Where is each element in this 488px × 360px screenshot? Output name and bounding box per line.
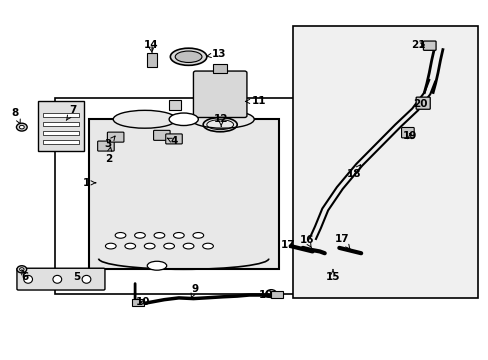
FancyBboxPatch shape bbox=[292, 26, 477, 298]
FancyBboxPatch shape bbox=[193, 71, 246, 117]
Text: 19: 19 bbox=[402, 131, 416, 141]
Bar bbox=[271, 292, 283, 298]
Bar bbox=[147, 53, 157, 67]
Ellipse shape bbox=[82, 275, 91, 283]
FancyBboxPatch shape bbox=[415, 97, 429, 109]
Ellipse shape bbox=[17, 266, 27, 273]
Text: 20: 20 bbox=[412, 99, 427, 109]
PathPatch shape bbox=[89, 119, 278, 269]
Text: 17: 17 bbox=[334, 234, 349, 249]
Bar bbox=[42, 131, 79, 135]
Text: 8: 8 bbox=[11, 108, 20, 124]
Bar bbox=[42, 122, 79, 126]
Ellipse shape bbox=[163, 243, 174, 249]
Text: 2: 2 bbox=[104, 147, 112, 163]
Ellipse shape bbox=[144, 243, 155, 249]
Text: 17: 17 bbox=[281, 240, 295, 250]
FancyBboxPatch shape bbox=[55, 98, 297, 294]
Text: 14: 14 bbox=[143, 40, 158, 53]
FancyBboxPatch shape bbox=[107, 132, 123, 142]
FancyBboxPatch shape bbox=[165, 134, 182, 144]
FancyBboxPatch shape bbox=[423, 41, 435, 50]
FancyBboxPatch shape bbox=[98, 141, 114, 151]
Ellipse shape bbox=[191, 111, 254, 128]
Text: 11: 11 bbox=[245, 96, 266, 107]
Text: 18: 18 bbox=[346, 165, 361, 179]
Ellipse shape bbox=[115, 233, 125, 238]
Bar bbox=[42, 113, 79, 117]
Text: 3: 3 bbox=[104, 136, 115, 149]
Ellipse shape bbox=[105, 243, 116, 249]
Ellipse shape bbox=[175, 51, 202, 63]
FancyBboxPatch shape bbox=[401, 127, 413, 138]
Text: 10: 10 bbox=[136, 297, 150, 307]
Ellipse shape bbox=[17, 123, 27, 131]
Ellipse shape bbox=[20, 268, 24, 271]
Text: 5: 5 bbox=[73, 272, 80, 282]
Ellipse shape bbox=[173, 233, 184, 238]
FancyBboxPatch shape bbox=[17, 268, 105, 290]
Ellipse shape bbox=[134, 233, 145, 238]
Text: 16: 16 bbox=[299, 235, 313, 248]
Text: 7: 7 bbox=[66, 105, 77, 120]
Ellipse shape bbox=[154, 233, 164, 238]
Ellipse shape bbox=[183, 243, 194, 249]
Ellipse shape bbox=[169, 113, 198, 126]
Ellipse shape bbox=[53, 275, 61, 283]
Bar bbox=[212, 64, 227, 73]
Ellipse shape bbox=[202, 243, 213, 249]
Text: 21: 21 bbox=[410, 40, 425, 50]
Ellipse shape bbox=[170, 48, 206, 65]
Text: 13: 13 bbox=[206, 49, 226, 59]
Bar bbox=[131, 299, 143, 306]
Text: 1: 1 bbox=[82, 178, 96, 188]
Text: 12: 12 bbox=[213, 113, 228, 126]
FancyBboxPatch shape bbox=[153, 130, 170, 140]
Ellipse shape bbox=[124, 243, 135, 249]
Text: 4: 4 bbox=[167, 136, 177, 147]
Text: 10: 10 bbox=[259, 290, 273, 300]
Text: 9: 9 bbox=[191, 284, 198, 298]
Text: 6: 6 bbox=[21, 269, 28, 282]
Bar bbox=[169, 100, 181, 111]
Ellipse shape bbox=[24, 275, 32, 283]
Ellipse shape bbox=[147, 261, 166, 270]
Text: 15: 15 bbox=[325, 269, 340, 282]
Ellipse shape bbox=[20, 125, 24, 129]
Ellipse shape bbox=[193, 233, 203, 238]
FancyBboxPatch shape bbox=[38, 102, 84, 152]
Bar bbox=[42, 140, 79, 144]
Ellipse shape bbox=[113, 111, 176, 128]
